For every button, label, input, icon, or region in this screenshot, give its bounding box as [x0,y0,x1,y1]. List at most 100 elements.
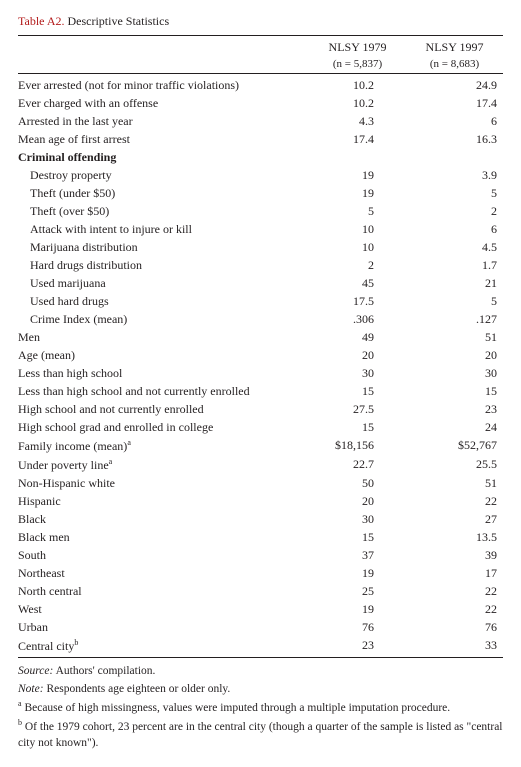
cell-value: 6 [406,220,503,238]
row-label: Marijuana distribution [18,238,309,256]
cell-value: 20 [309,346,406,364]
table-row: Ever charged with an offense10.217.4 [18,94,503,112]
cell-value: 27.5 [309,400,406,418]
row-label: North central [18,582,309,600]
cell-value: 30 [406,364,503,382]
cell-value: 15 [309,382,406,400]
cell-value: 22 [406,600,503,618]
footnote-a-text: Because of high missingness, values were… [24,702,450,714]
cell-value: 37 [309,546,406,564]
table-title: Table A2. Descriptive Statistics [18,14,503,29]
cell-value: 22 [406,492,503,510]
cell-value: 21 [406,274,503,292]
cell-value: 27 [406,510,503,528]
table-row: West1922 [18,600,503,618]
cell-value: 5 [309,202,406,220]
table-row: Central cityb2333 [18,636,503,655]
row-label: Northeast [18,564,309,582]
col-sub-1: (n = 8,683) [406,56,503,71]
table-row: Men4951 [18,328,503,346]
cell-value: 19 [309,166,406,184]
cell-value: 20 [406,346,503,364]
table-row: Hispanic2022 [18,492,503,510]
table-row: Ever arrested (not for minor traffic vio… [18,76,503,94]
table-row: Hard drugs distribution21.7 [18,256,503,274]
footnote-b-text: Of the 1979 cohort, 23 percent are in th… [18,721,503,749]
table-row: Theft (over $50)52 [18,202,503,220]
cell-value: .306 [309,310,406,328]
cell-value: 17 [406,564,503,582]
row-label: South [18,546,309,564]
cell-value: 4.5 [406,238,503,256]
table-row: Less than high school3030 [18,364,503,382]
cell-value: .127 [406,310,503,328]
table-row: Black3027 [18,510,503,528]
cell-value: 51 [406,328,503,346]
row-label: Central cityb [18,636,309,655]
stats-table: NLSY 1979 NLSY 1997 (n = 5,837) (n = 8,6… [18,38,503,655]
cell-value: 3.9 [406,166,503,184]
row-label: Age (mean) [18,346,309,364]
row-label: Black [18,510,309,528]
cell-value: 25.5 [406,455,503,474]
table-row: Family income (mean)a$18,156$52,767 [18,436,503,455]
table-row: North central2522 [18,582,503,600]
table-row: Non-Hispanic white5051 [18,474,503,492]
row-label: High school grad and enrolled in college [18,418,309,436]
row-label: Used marijuana [18,274,309,292]
row-label: West [18,600,309,618]
table-caption: Descriptive Statistics [67,14,169,28]
cell-value: 5 [406,292,503,310]
cell-value: 16.3 [406,130,503,148]
table-row: Age (mean)2020 [18,346,503,364]
cell-value: 17.4 [406,94,503,112]
cell-value: 2 [406,202,503,220]
row-label: Used hard drugs [18,292,309,310]
table-row: Northeast1917 [18,564,503,582]
table-body: Ever arrested (not for minor traffic vio… [18,76,503,655]
row-label: Less than high school and not currently … [18,382,309,400]
row-label: Under poverty linea [18,455,309,474]
source-label: Source: [18,665,53,677]
cell-value: 39 [406,546,503,564]
table-row: Urban7676 [18,618,503,636]
table-row: Arrested in the last year4.36 [18,112,503,130]
rule-top [18,35,503,36]
cell-value: 20 [309,492,406,510]
cell-value: 15 [406,382,503,400]
row-label: Urban [18,618,309,636]
cell-value: 49 [309,328,406,346]
row-label: Non-Hispanic white [18,474,309,492]
table-row: South3739 [18,546,503,564]
row-label: Crime Index (mean) [18,310,309,328]
note-label: Note: [18,683,44,695]
row-label: Destroy property [18,166,309,184]
row-label: Men [18,328,309,346]
row-label: Arrested in the last year [18,112,309,130]
table-row: Marijuana distribution104.5 [18,238,503,256]
row-label: Ever arrested (not for minor traffic vio… [18,76,309,94]
cell-value: $18,156 [309,436,406,455]
row-label: High school and not currently enrolled [18,400,309,418]
cell-value: 76 [309,618,406,636]
cell-value: 1.7 [406,256,503,274]
row-label: Theft (under $50) [18,184,309,202]
table-row: Theft (under $50)195 [18,184,503,202]
cell-value: 24.9 [406,76,503,94]
row-label: Black men [18,528,309,546]
row-label: Theft (over $50) [18,202,309,220]
cell-value: 51 [406,474,503,492]
cell-value: 30 [309,510,406,528]
cell-value: 23 [406,400,503,418]
cell-value: $52,767 [406,436,503,455]
rule-bottom [18,657,503,658]
table-row: Black men1513.5 [18,528,503,546]
row-label: Hard drugs distribution [18,256,309,274]
cell-value: 6 [406,112,503,130]
cell-value: 2 [309,256,406,274]
cell-value: 76 [406,618,503,636]
footnote-a-sup: a [18,699,22,708]
col-head-0: NLSY 1979 [309,38,406,56]
cell-value: 22.7 [309,455,406,474]
table-row: Destroy property193.9 [18,166,503,184]
